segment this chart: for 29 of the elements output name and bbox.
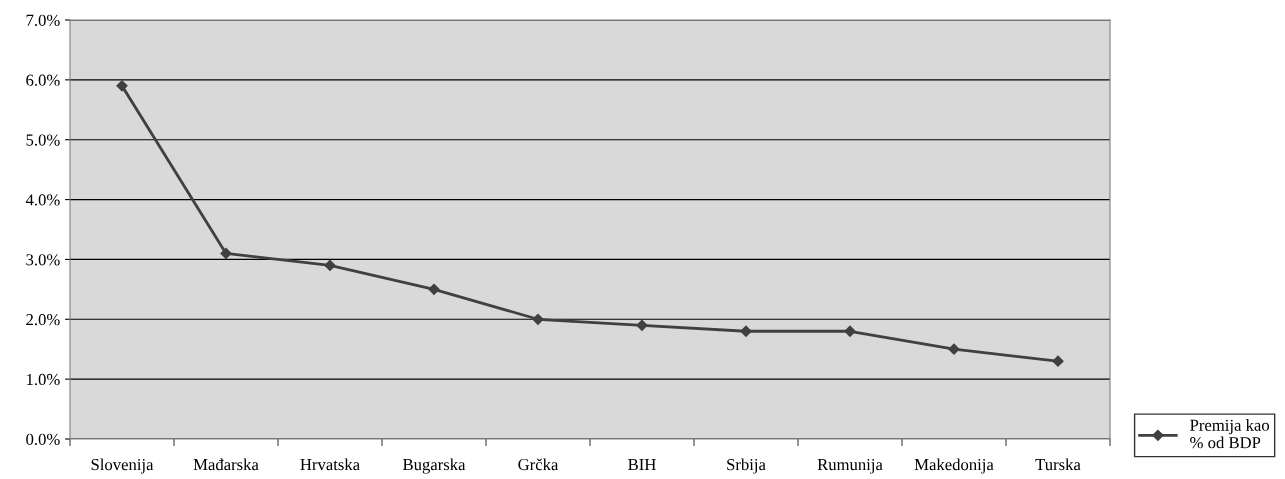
y-tick-label: 3.0% <box>26 254 60 266</box>
x-tick-label: Turska <box>1035 458 1081 471</box>
x-tick-label: Srbija <box>727 458 766 474</box>
point <box>324 259 336 272</box>
point <box>844 325 856 337</box>
point <box>428 283 440 295</box>
y-tick-label: 0.0% <box>26 433 60 446</box>
point <box>740 325 752 337</box>
x-tick-label: Grčka <box>518 458 559 471</box>
y-tick-label: 2.0% <box>26 313 60 326</box>
x-tick-label: BIH <box>628 459 656 471</box>
y-tick-label: 6.0% <box>26 74 60 86</box>
legend-label: Premija kao % od BDP <box>1190 419 1270 449</box>
y-tick-label: 1.0% <box>27 373 60 386</box>
x-tick-label: Bugarska <box>403 458 466 474</box>
x-tick-label: Makedonija <box>914 458 994 474</box>
point <box>116 80 128 92</box>
x-tick-label: Rumunija <box>817 458 883 474</box>
x-tick-label: Slovenija <box>91 458 154 474</box>
point <box>1052 355 1064 367</box>
y-tick-label: 4.0% <box>25 194 60 206</box>
point <box>636 319 648 331</box>
point <box>532 313 544 325</box>
point <box>948 343 960 355</box>
x-tick-label: Hrvatska <box>300 458 360 471</box>
y-tick-label: 7.0% <box>26 14 60 27</box>
x-tick-label: Mađarska <box>193 458 259 471</box>
y-tick-label: 5.0% <box>26 134 60 146</box>
point <box>220 247 232 260</box>
